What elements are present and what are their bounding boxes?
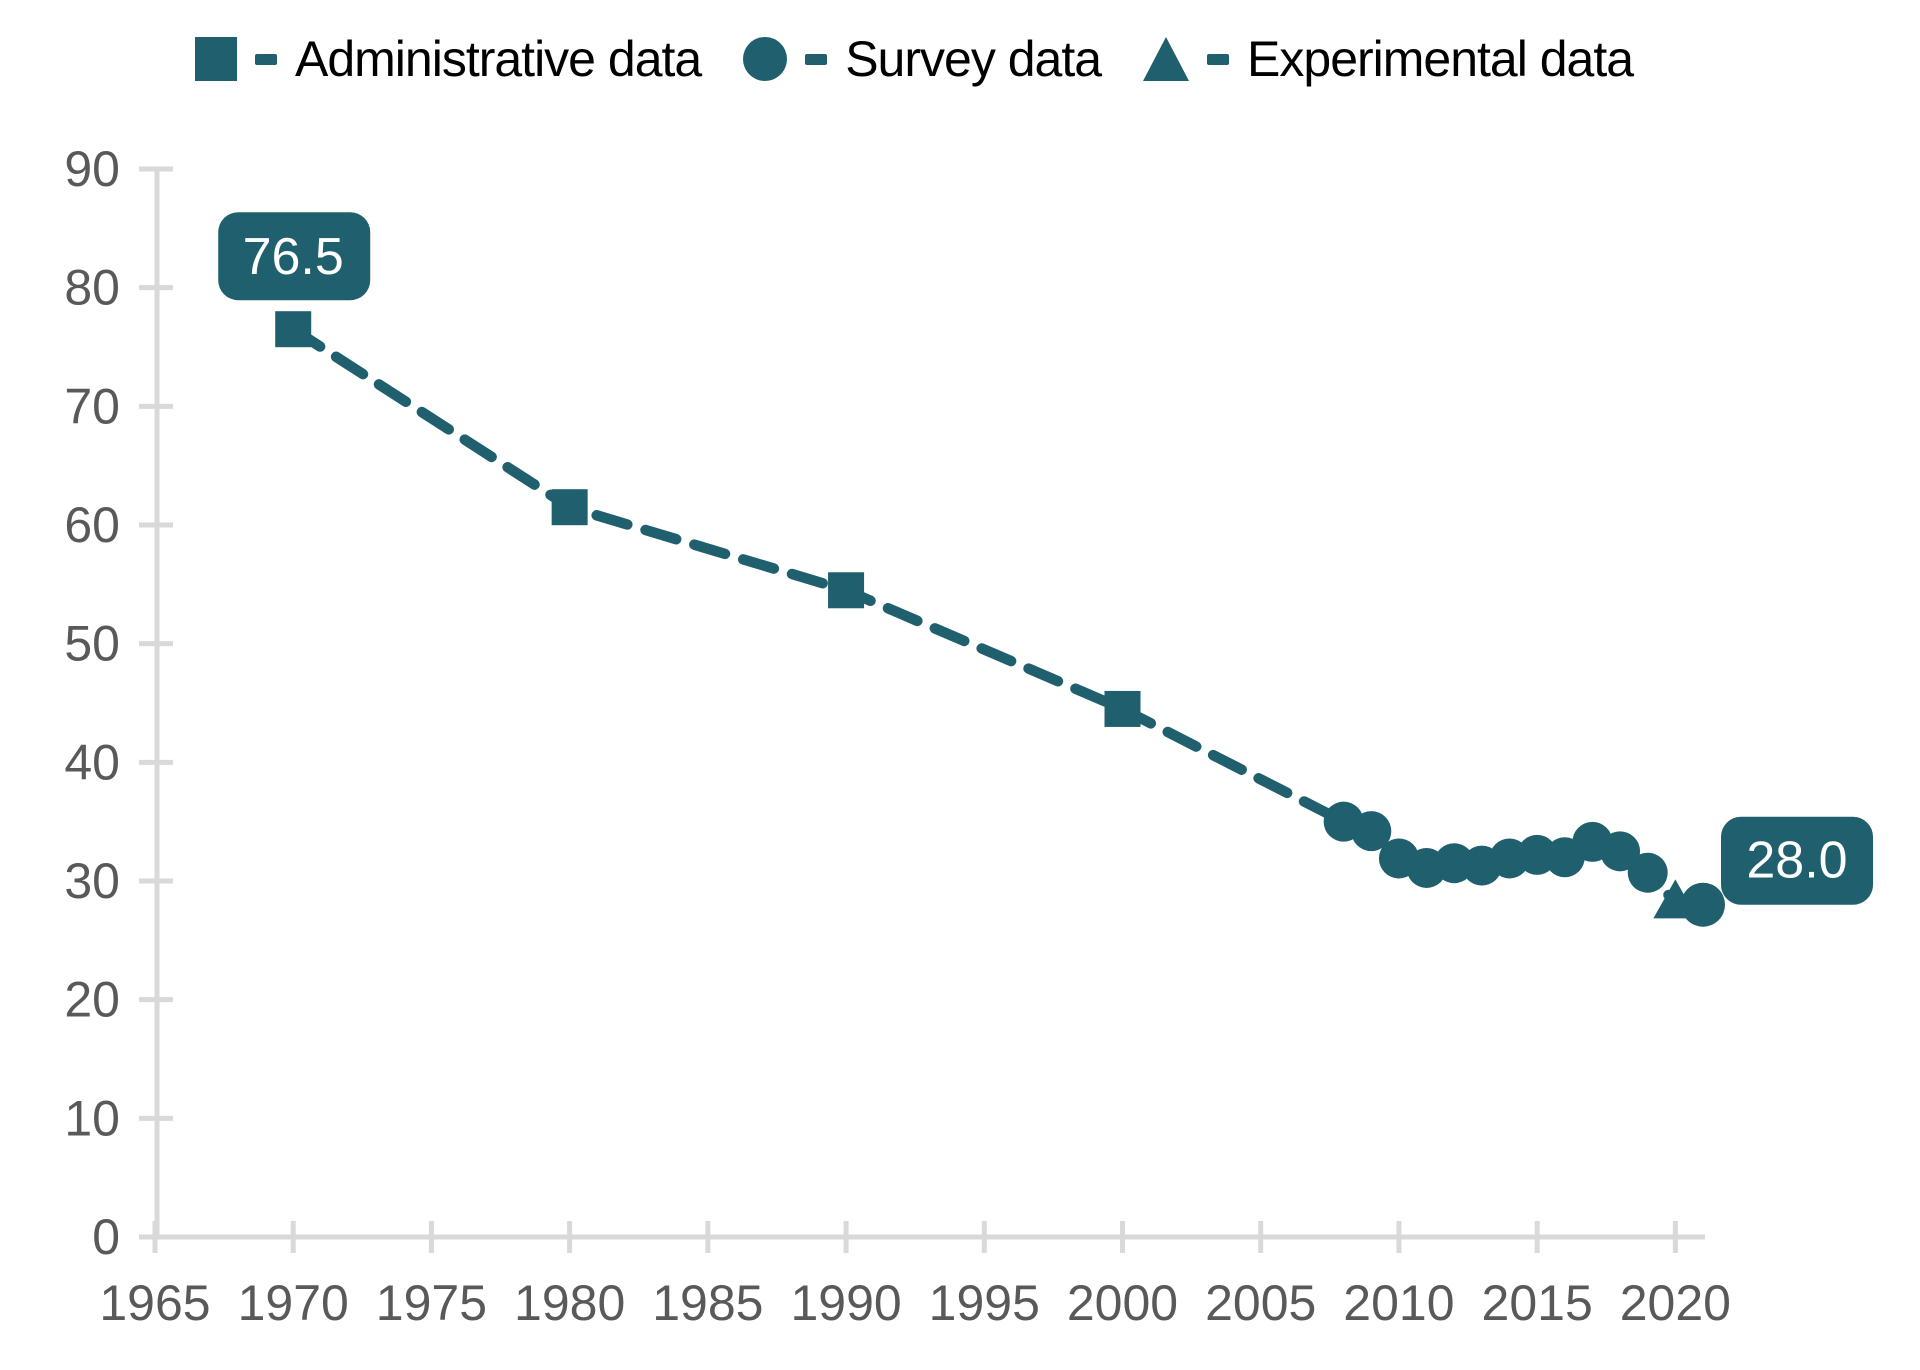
legend-item-survey-data: Survey data: [743, 30, 1102, 88]
data-point-square: [275, 311, 312, 348]
y-tick-label: 10: [64, 1090, 120, 1146]
x-tick-label: 1980: [514, 1275, 625, 1331]
data-point-circle: [1600, 831, 1641, 872]
x-tick-label: 1985: [652, 1275, 763, 1331]
circle-marker-icon: [743, 37, 788, 81]
legend-label: Administrative data: [295, 31, 702, 87]
legend-dash-icon: [1207, 53, 1230, 65]
data-point-square: [828, 572, 865, 609]
data-label-box: [218, 212, 371, 301]
y-tick-label: 60: [64, 497, 120, 553]
x-tick-label: 1990: [790, 1275, 901, 1331]
legend-item-administrative-data: Administrative data: [195, 30, 702, 88]
triangle-marker-icon: [1143, 37, 1190, 81]
y-tick-label: 0: [92, 1209, 120, 1265]
data-label-box: [1721, 816, 1873, 905]
x-tick-label: 2020: [1620, 1275, 1731, 1331]
y-tick-label: 30: [64, 853, 120, 909]
y-tick-label: 20: [64, 972, 120, 1028]
y-tick-label: 40: [64, 734, 120, 790]
x-tick-label: 2000: [1067, 1275, 1178, 1331]
y-tick-label: 70: [64, 378, 120, 434]
legend-item-experimental-data: Experimental data: [1143, 30, 1634, 88]
data-label-value: 76.5: [243, 228, 344, 286]
legend-dash-icon: [255, 53, 277, 65]
x-tick-label: 1995: [929, 1275, 1040, 1331]
x-tick-label: 2015: [1482, 1275, 1593, 1331]
x-tick-label: 2010: [1343, 1275, 1454, 1331]
data-label-value: 28.0: [1746, 832, 1847, 890]
square-marker-icon: [195, 37, 237, 81]
data-point-circle: [1351, 811, 1392, 852]
x-tick-label: 1975: [376, 1275, 487, 1331]
data-point-square: [1104, 690, 1141, 727]
x-tick-label: 1970: [238, 1275, 349, 1331]
legend-label: Experimental data: [1247, 31, 1634, 87]
data-point-circle: [1681, 882, 1725, 927]
x-tick-label: 1965: [99, 1275, 210, 1331]
y-tick-label: 80: [64, 260, 120, 316]
y-tick-label: 90: [64, 141, 120, 197]
chart-legend: Administrative data Survey data Experime…: [195, 30, 1634, 88]
data-point-circle: [1627, 852, 1668, 893]
legend-dash-icon: [805, 53, 828, 65]
data-point-square: [551, 489, 588, 526]
y-tick-label: 50: [64, 616, 120, 672]
x-tick-label: 2005: [1205, 1275, 1316, 1331]
data-line: [287, 323, 1709, 910]
legend-label: Survey data: [845, 31, 1102, 87]
